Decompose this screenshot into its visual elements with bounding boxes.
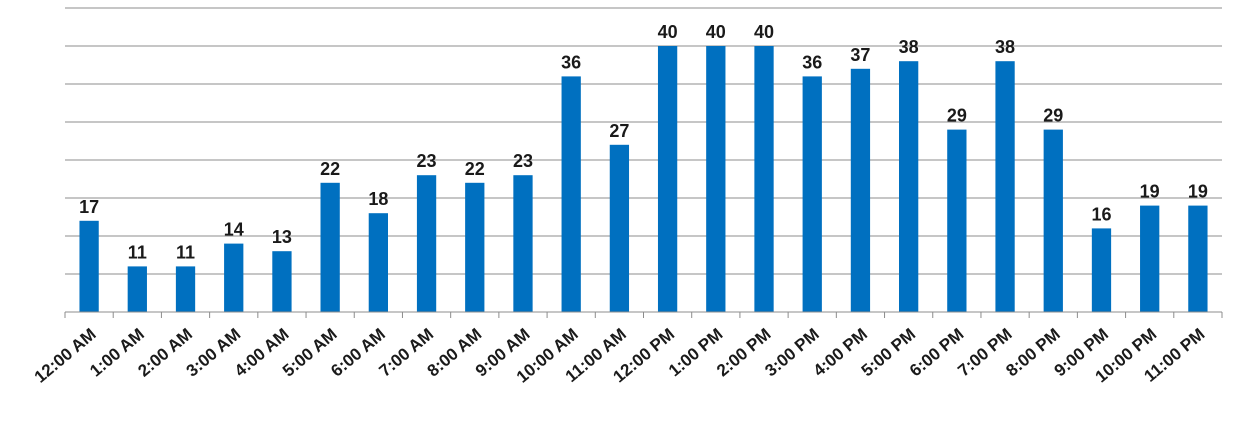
- bar: [416, 175, 437, 312]
- data-label: 29: [947, 106, 967, 126]
- bar: [368, 213, 388, 312]
- bar: [1188, 205, 1208, 312]
- data-label: 18: [368, 189, 388, 209]
- data-label: 38: [995, 37, 1015, 57]
- data-label: 37: [850, 45, 870, 65]
- x-tick-label: 12:00 AM: [31, 325, 100, 387]
- x-axis: [64, 311, 1223, 318]
- bar: [79, 220, 99, 312]
- bar: [513, 175, 533, 312]
- data-labels: 17 11 11 14 13 22 18 23 22 23 36 27 40 40 40 36 37 38 29 38…: [79, 22, 1208, 262]
- bar: [1043, 129, 1063, 312]
- bar: [802, 76, 822, 313]
- gridlines: [65, 7, 1222, 275]
- data-label: 22: [465, 159, 485, 179]
- bar: [609, 144, 630, 312]
- data-label: 11: [128, 242, 147, 262]
- data-label: 14: [224, 220, 244, 240]
- bar: [175, 266, 196, 312]
- bar: [850, 68, 871, 312]
- data-label: 40: [658, 22, 678, 42]
- bar: [224, 243, 244, 312]
- bar: [947, 129, 967, 312]
- data-label: 19: [1140, 182, 1160, 202]
- data-label: 22: [320, 159, 340, 179]
- data-label: 29: [1043, 106, 1063, 126]
- data-label: 13: [272, 227, 292, 247]
- data-label: 16: [1091, 204, 1111, 224]
- bar: [1140, 205, 1160, 312]
- bar: [995, 61, 1015, 313]
- bar: [1091, 228, 1112, 312]
- data-label: 38: [899, 37, 919, 57]
- data-label: 27: [609, 121, 629, 141]
- bar: [320, 182, 340, 312]
- data-label: 36: [561, 52, 581, 72]
- bars: [79, 46, 1208, 313]
- bar: [706, 46, 726, 312]
- bar: [657, 46, 678, 312]
- data-label: 11: [176, 242, 195, 262]
- data-label: 36: [802, 52, 822, 72]
- data-label: 23: [513, 151, 533, 171]
- bar: [561, 76, 581, 313]
- bar: [272, 251, 292, 312]
- bar: [899, 61, 919, 313]
- x-tick-labels: 12:00 AM1:00 AM2:00 AM3:00 AM4:00 AM5:00…: [31, 325, 1209, 387]
- data-label: 23: [417, 151, 437, 171]
- bar: [754, 46, 774, 312]
- bar: [127, 266, 147, 312]
- data-label: 40: [754, 22, 774, 42]
- bar: [465, 182, 485, 312]
- data-label: 19: [1188, 182, 1208, 202]
- data-label: 17: [79, 197, 99, 217]
- data-label: 40: [706, 22, 726, 42]
